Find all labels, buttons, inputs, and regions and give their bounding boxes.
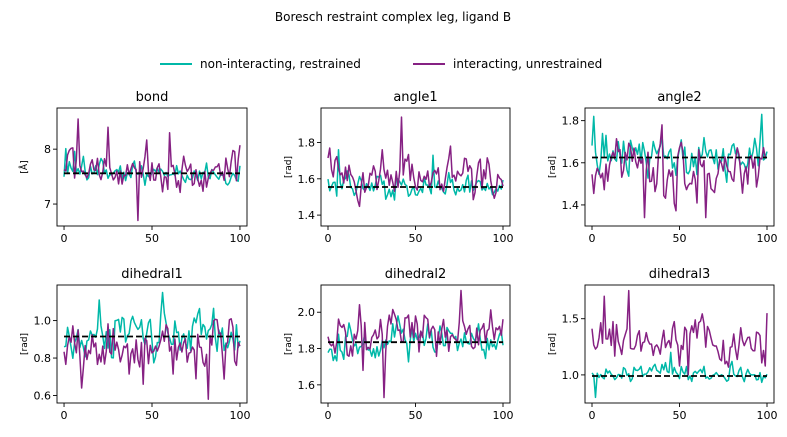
subplot-grid: bond 0 50 100 7 8 [Å] angle1 0 50 100 1.4 1.6 1.8 [rad… (18, 90, 778, 422)
series-line-unrestrained (327, 116, 504, 208)
y-tick-label: 1.0 (34, 315, 52, 328)
y-tick-label: 0.6 (34, 390, 52, 403)
legend: non-interacting, restrained interacting,… (160, 57, 602, 71)
series-line-restrained (327, 315, 504, 363)
legend-label-1: interacting, unrestrained (453, 57, 602, 71)
subplot-angle1: angle1 0 50 100 1.4 1.6 1.8 [rad] (284, 90, 514, 245)
subplot-title: angle2 (657, 90, 701, 105)
y-tick-label: 1.8 (298, 136, 316, 149)
x-tick-label: 50 (145, 409, 159, 422)
y-axis-label: [Å] (18, 160, 30, 173)
y-axis-label: [rad] (284, 156, 294, 178)
y-tick-label: 1.6 (562, 157, 580, 170)
x-tick-label: 50 (409, 409, 423, 422)
y-tick-label: 1.8 (562, 115, 580, 128)
y-axis-label: [rad] (284, 333, 294, 355)
subplot-title: dihedral1 (121, 267, 183, 282)
subplot-title: angle1 (393, 90, 437, 105)
x-tick-label: 0 (61, 232, 68, 245)
x-tick-label: 50 (409, 232, 423, 245)
subplot-angle2: angle2 0 50 100 1.4 1.6 1.8 [rad] (548, 90, 778, 245)
x-tick-label: 100 (493, 409, 514, 422)
subplot-dihedral3: dihedral3 0 50 100 1.0 1.5 [rad] (548, 267, 778, 422)
y-axis-label: [rad] (548, 333, 558, 355)
series-line-unrestrained (591, 289, 768, 376)
series-line-unrestrained (591, 124, 768, 219)
x-tick-label: 50 (145, 232, 159, 245)
x-tick-label: 0 (589, 232, 596, 245)
subplot-dihedral1: dihedral1 0 50 100 0.6 0.8 1.0 [rad] (20, 267, 250, 422)
x-tick-label: 100 (229, 232, 250, 245)
x-tick-label: 100 (757, 409, 778, 422)
x-tick-label: 0 (325, 232, 332, 245)
y-tick-label: 0.8 (34, 352, 52, 365)
subplot-title: dihedral3 (649, 267, 711, 282)
x-tick-label: 100 (757, 232, 778, 245)
figure-title: Boresch restraint complex leg, ligand B (275, 10, 511, 24)
y-tick-label: 8 (44, 143, 51, 156)
x-tick-label: 50 (673, 232, 687, 245)
subplot-title: dihedral2 (385, 267, 447, 282)
y-tick-label: 7 (44, 198, 51, 211)
y-tick-label: 1.4 (298, 209, 316, 222)
x-tick-label: 0 (589, 409, 596, 422)
series-line-restrained (63, 291, 241, 364)
y-axis-label: [rad] (20, 333, 30, 355)
series-line-unrestrained (63, 317, 241, 400)
series-line-unrestrained (327, 289, 504, 399)
y-axis-label: [rad] (548, 156, 558, 178)
x-tick-label: 50 (673, 409, 687, 422)
y-tick-label: 1.5 (562, 313, 580, 326)
x-tick-label: 100 (229, 409, 250, 422)
y-tick-label: 1.8 (298, 343, 316, 356)
series-line-restrained (591, 351, 768, 399)
y-tick-label: 1.6 (298, 379, 316, 392)
subplot-dihedral2: dihedral2 0 50 100 1.6 1.8 2.0 [rad] (284, 267, 514, 422)
subplot-title: bond (136, 90, 169, 105)
y-tick-label: 1.0 (562, 369, 580, 382)
legend-label-0: non-interacting, restrained (200, 57, 361, 71)
y-tick-label: 1.6 (298, 173, 316, 186)
y-tick-label: 2.0 (298, 306, 316, 319)
x-tick-label: 100 (493, 232, 514, 245)
series-line-unrestrained (63, 118, 241, 222)
x-tick-label: 0 (61, 409, 68, 422)
x-tick-label: 0 (325, 409, 332, 422)
subplot-bond: bond 0 50 100 7 8 [Å] (18, 90, 250, 245)
y-tick-label: 1.4 (562, 199, 580, 212)
